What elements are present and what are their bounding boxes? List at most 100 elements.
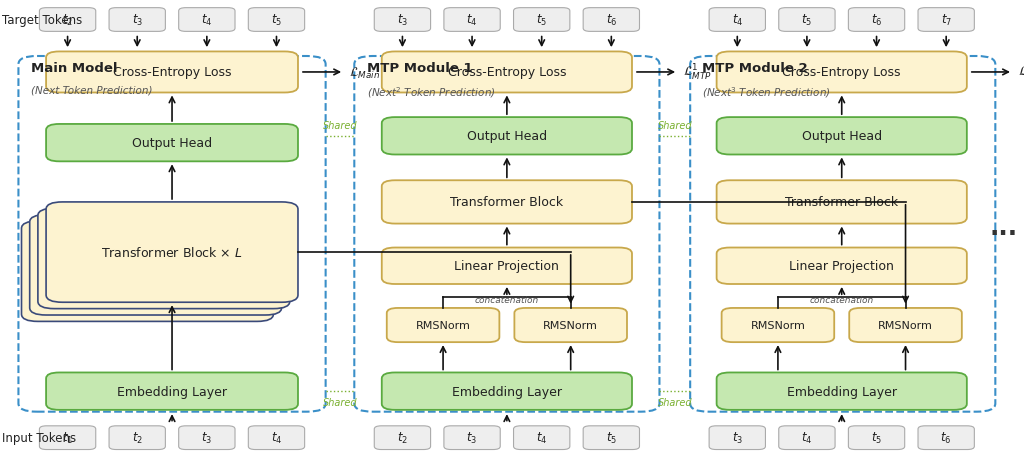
Text: Cross-Entropy Loss: Cross-Entropy Loss bbox=[113, 66, 231, 79]
Text: Shared: Shared bbox=[657, 397, 692, 407]
FancyBboxPatch shape bbox=[46, 52, 298, 93]
Text: Cross-Entropy Loss: Cross-Entropy Loss bbox=[782, 66, 901, 79]
Text: $t_5$: $t_5$ bbox=[871, 430, 882, 445]
FancyBboxPatch shape bbox=[709, 426, 766, 450]
Text: RMSNorm: RMSNorm bbox=[879, 320, 933, 330]
Text: Shared: Shared bbox=[657, 121, 692, 131]
FancyBboxPatch shape bbox=[179, 426, 236, 450]
FancyBboxPatch shape bbox=[717, 373, 967, 410]
Text: $t_6$: $t_6$ bbox=[940, 430, 952, 445]
FancyBboxPatch shape bbox=[918, 9, 975, 32]
FancyBboxPatch shape bbox=[40, 9, 96, 32]
Text: $t_3$: $t_3$ bbox=[132, 13, 142, 28]
Text: $t_1$: $t_1$ bbox=[62, 430, 73, 445]
Text: $t_4$: $t_4$ bbox=[466, 13, 478, 28]
Text: Transformer Block $\times$ $L$: Transformer Block $\times$ $L$ bbox=[101, 246, 243, 259]
FancyBboxPatch shape bbox=[584, 9, 639, 32]
Text: Embedding Layer: Embedding Layer bbox=[117, 385, 227, 398]
FancyBboxPatch shape bbox=[717, 181, 967, 224]
FancyBboxPatch shape bbox=[382, 373, 632, 410]
FancyBboxPatch shape bbox=[46, 373, 298, 410]
Text: Output Head: Output Head bbox=[802, 130, 882, 143]
FancyBboxPatch shape bbox=[443, 9, 500, 32]
Text: Embedding Layer: Embedding Layer bbox=[786, 385, 897, 398]
Text: Input Tokens: Input Tokens bbox=[2, 431, 76, 444]
FancyBboxPatch shape bbox=[778, 426, 836, 450]
Text: $t_6$: $t_6$ bbox=[605, 13, 617, 28]
FancyBboxPatch shape bbox=[514, 426, 570, 450]
Text: $t_7$: $t_7$ bbox=[941, 13, 951, 28]
Text: Transformer Block: Transformer Block bbox=[785, 196, 898, 209]
Text: $t_3$: $t_3$ bbox=[467, 430, 477, 445]
FancyBboxPatch shape bbox=[249, 426, 305, 450]
Text: $t_5$: $t_5$ bbox=[606, 430, 616, 445]
FancyBboxPatch shape bbox=[722, 308, 835, 343]
FancyBboxPatch shape bbox=[848, 9, 905, 32]
FancyBboxPatch shape bbox=[382, 118, 632, 155]
FancyBboxPatch shape bbox=[709, 9, 766, 32]
FancyBboxPatch shape bbox=[514, 9, 570, 32]
FancyBboxPatch shape bbox=[778, 9, 836, 32]
FancyBboxPatch shape bbox=[387, 308, 500, 343]
FancyBboxPatch shape bbox=[375, 9, 430, 32]
Text: $t_3$: $t_3$ bbox=[397, 13, 408, 28]
Text: $t_5$: $t_5$ bbox=[537, 13, 547, 28]
FancyBboxPatch shape bbox=[179, 9, 236, 32]
FancyBboxPatch shape bbox=[110, 9, 166, 32]
Text: RMSNorm: RMSNorm bbox=[544, 320, 598, 330]
FancyBboxPatch shape bbox=[38, 209, 290, 309]
FancyBboxPatch shape bbox=[584, 426, 639, 450]
Text: $t_5$: $t_5$ bbox=[802, 13, 812, 28]
Text: $t_3$: $t_3$ bbox=[202, 430, 212, 445]
Text: $t_2$: $t_2$ bbox=[62, 13, 73, 28]
Text: Target Tokens: Target Tokens bbox=[2, 14, 82, 27]
Text: MTP Module 2: MTP Module 2 bbox=[702, 62, 808, 76]
FancyBboxPatch shape bbox=[717, 248, 967, 284]
Text: RMSNorm: RMSNorm bbox=[416, 320, 470, 330]
Text: concatenation: concatenation bbox=[810, 296, 873, 305]
FancyBboxPatch shape bbox=[110, 426, 166, 450]
FancyBboxPatch shape bbox=[918, 426, 975, 450]
Text: Embedding Layer: Embedding Layer bbox=[452, 385, 562, 398]
FancyBboxPatch shape bbox=[40, 426, 96, 450]
Text: Transformer Block: Transformer Block bbox=[451, 196, 563, 209]
FancyBboxPatch shape bbox=[443, 426, 500, 450]
Text: Main Model: Main Model bbox=[31, 62, 117, 76]
Text: concatenation: concatenation bbox=[475, 296, 539, 305]
Text: $t_4$: $t_4$ bbox=[270, 430, 283, 445]
FancyBboxPatch shape bbox=[717, 52, 967, 93]
FancyBboxPatch shape bbox=[849, 308, 962, 343]
Text: (Next Token Prediction): (Next Token Prediction) bbox=[31, 85, 153, 95]
Text: Linear Projection: Linear Projection bbox=[455, 260, 559, 273]
Text: Shared: Shared bbox=[323, 397, 357, 407]
Text: $t_4$: $t_4$ bbox=[801, 430, 813, 445]
FancyBboxPatch shape bbox=[46, 125, 298, 162]
Text: MTP Module 1: MTP Module 1 bbox=[367, 62, 472, 76]
Text: Shared: Shared bbox=[323, 121, 357, 131]
Text: $t_2$: $t_2$ bbox=[132, 430, 142, 445]
Text: $t_6$: $t_6$ bbox=[870, 13, 883, 28]
Text: $t_3$: $t_3$ bbox=[732, 430, 742, 445]
FancyBboxPatch shape bbox=[848, 426, 905, 450]
Text: (Next$^3$ Token Prediction): (Next$^3$ Token Prediction) bbox=[702, 85, 831, 100]
FancyBboxPatch shape bbox=[382, 181, 632, 224]
FancyBboxPatch shape bbox=[514, 308, 627, 343]
FancyBboxPatch shape bbox=[22, 222, 273, 322]
Text: $\mathcal{L}_{Main}$: $\mathcal{L}_{Main}$ bbox=[349, 65, 380, 81]
FancyBboxPatch shape bbox=[46, 202, 298, 303]
Text: Output Head: Output Head bbox=[467, 130, 547, 143]
FancyBboxPatch shape bbox=[249, 9, 305, 32]
Text: $t_5$: $t_5$ bbox=[271, 13, 282, 28]
FancyBboxPatch shape bbox=[375, 426, 430, 450]
Text: (Next$^2$ Token Prediction): (Next$^2$ Token Prediction) bbox=[367, 85, 496, 100]
Text: $\mathcal{L}^1_{MTP}$: $\mathcal{L}^1_{MTP}$ bbox=[683, 63, 712, 83]
Text: $t_2$: $t_2$ bbox=[397, 430, 408, 445]
Text: ...: ... bbox=[989, 216, 1018, 239]
Text: Cross-Entropy Loss: Cross-Entropy Loss bbox=[447, 66, 566, 79]
FancyBboxPatch shape bbox=[382, 52, 632, 93]
Text: RMSNorm: RMSNorm bbox=[751, 320, 805, 330]
Text: Output Head: Output Head bbox=[132, 137, 212, 150]
FancyBboxPatch shape bbox=[30, 215, 282, 315]
Text: $\mathcal{L}^2_{MTP}$: $\mathcal{L}^2_{MTP}$ bbox=[1018, 63, 1024, 83]
Text: Linear Projection: Linear Projection bbox=[790, 260, 894, 273]
